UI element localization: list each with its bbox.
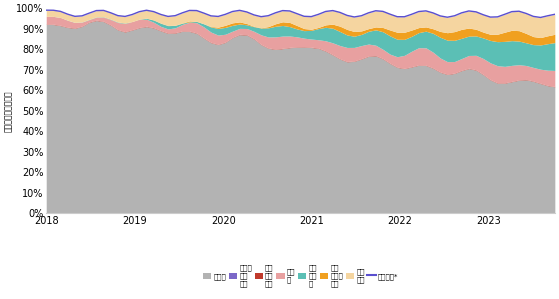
Legend: 汽油車, 插電式
大眾
油車, 是微
粒電
油車, 混合
車, 純豆
混合
車, 插電
式大眾
油車, 純電
油車, 合相本廊*: 汽油車, 插電式 大眾 油車, 是微 粒電 油車, 混合 車, 純豆 混合 車,…	[200, 262, 401, 289]
Y-axis label: 可充電電池市場佔比: 可充電電池市場佔比	[4, 90, 13, 132]
